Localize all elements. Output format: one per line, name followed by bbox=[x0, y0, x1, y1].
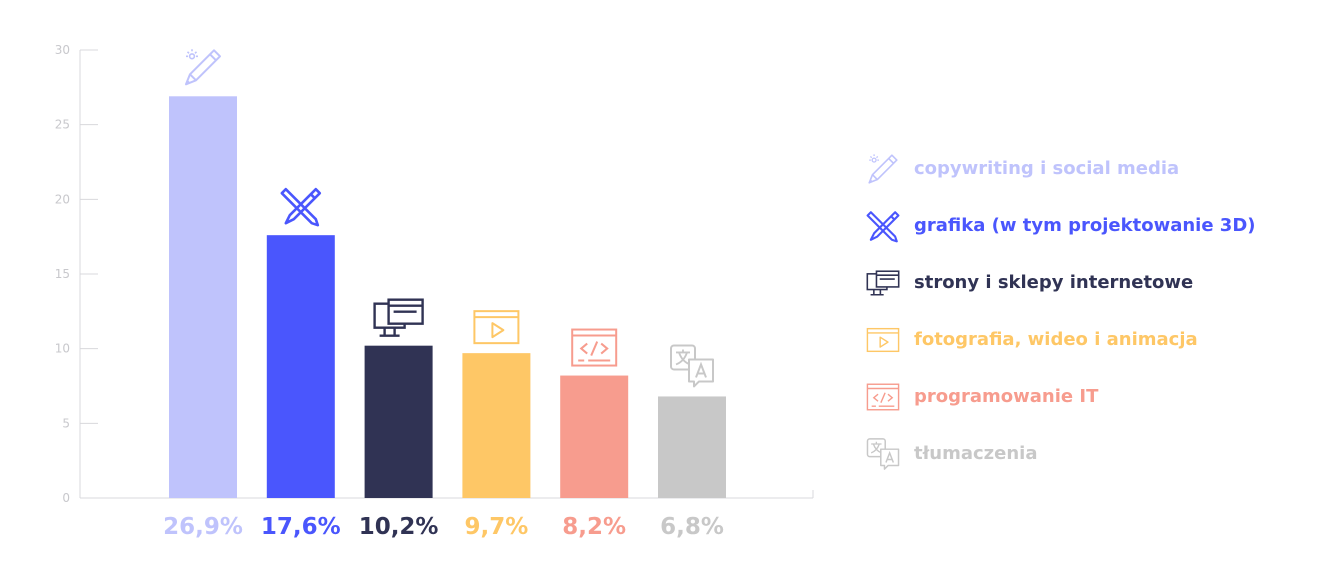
legend-item-3: strony i sklepy internetowe bbox=[866, 254, 1306, 311]
value-label-2: 17,6% bbox=[261, 514, 341, 540]
y-tick-label: 25 bbox=[55, 118, 70, 132]
legend-label: programowanie IT bbox=[914, 386, 1099, 407]
value-label-1: 26,9% bbox=[163, 514, 243, 540]
pen-icon bbox=[185, 48, 221, 86]
y-tick-label: 30 bbox=[55, 43, 70, 57]
translate-icon bbox=[670, 344, 714, 388]
legend-video-play-icon bbox=[866, 327, 900, 352]
legend-label: tłumaczenia bbox=[914, 443, 1038, 464]
y-tick-label: 0 bbox=[62, 491, 70, 505]
bar-1 bbox=[169, 96, 237, 498]
legend-item-1: copywriting i social media bbox=[866, 140, 1306, 197]
value-label-5: 8,2% bbox=[562, 514, 626, 540]
legend-item-4: fotografia, wideo i animacja bbox=[866, 311, 1306, 368]
legend-code-window-icon bbox=[866, 383, 900, 410]
value-label-4: 9,7% bbox=[465, 514, 529, 540]
y-tick-label: 15 bbox=[55, 267, 70, 281]
legend-item-6: tłumaczenia bbox=[866, 425, 1306, 482]
bar-4 bbox=[462, 353, 531, 498]
y-tick-label: 20 bbox=[55, 192, 70, 206]
monitor-icon bbox=[373, 298, 424, 337]
bar-chart: 0 5 10 15 20 25 30 26,9% 17,6% 10,2% 9,7% 8,2% 6,8% bbox=[55, 43, 814, 540]
legend-translate-icon bbox=[866, 437, 900, 470]
value-label-6: 6,8% bbox=[660, 514, 724, 540]
legend: copywriting i social media grafika (w tym… bbox=[866, 140, 1306, 482]
bar-3 bbox=[364, 345, 433, 498]
code-window-icon bbox=[571, 328, 618, 367]
bar-2 bbox=[266, 235, 335, 498]
legend-label: strony i sklepy internetowe bbox=[914, 272, 1194, 293]
value-label-3: 10,2% bbox=[359, 514, 439, 540]
legend-item-2: grafika (w tym projektowanie 3D) bbox=[866, 197, 1306, 254]
bar-6 bbox=[658, 396, 726, 498]
legend-item-5: programowanie IT bbox=[866, 368, 1306, 425]
legend-pen-icon bbox=[868, 153, 898, 184]
video-play-icon bbox=[473, 310, 520, 345]
legend-brush-pen-icon bbox=[866, 210, 900, 242]
legend-label: copywriting i social media bbox=[914, 158, 1180, 179]
brush-pen-icon bbox=[280, 187, 322, 227]
legend-label: fotografia, wideo i animacja bbox=[914, 329, 1198, 350]
legend-label: grafika (w tym projektowanie 3D) bbox=[914, 215, 1256, 236]
bar-5 bbox=[560, 375, 629, 498]
y-tick-label: 10 bbox=[55, 342, 70, 356]
legend-monitor-icon bbox=[866, 269, 900, 296]
y-tick-label: 5 bbox=[62, 416, 70, 430]
